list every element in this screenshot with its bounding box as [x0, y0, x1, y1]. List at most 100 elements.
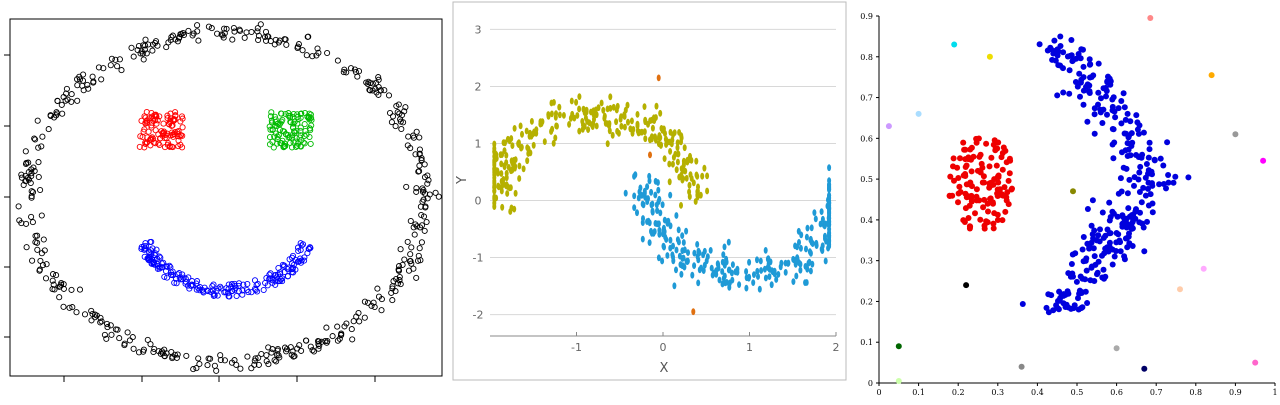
smiley-point: [217, 356, 224, 364]
clusters-blue-point: [1099, 252, 1105, 259]
clusters-blue-point: [1091, 227, 1098, 234]
smiley-point: [38, 250, 45, 257]
moons-point: [827, 209, 832, 216]
clusters-red-point: [999, 150, 1006, 156]
smiley-point: [334, 337, 341, 344]
clusters-blue-point: [1080, 87, 1087, 94]
moons-point: [697, 249, 702, 257]
moons-point: [674, 166, 679, 174]
clusters-red-point: [962, 173, 969, 179]
smiley-point: [146, 254, 153, 261]
smiley-point: [408, 260, 415, 267]
smiley-points: [15, 21, 442, 374]
clusters-blue-point: [1111, 139, 1118, 146]
moons-point: [513, 189, 518, 197]
clusters-blue-point: [1142, 192, 1149, 199]
smiley-point: [265, 361, 272, 368]
moons-point: [751, 279, 756, 286]
moons-point: [647, 172, 652, 180]
smiley-point: [154, 262, 161, 269]
clusters-blue-point: [1100, 234, 1107, 241]
moons-point: [530, 130, 535, 138]
moons-point: [680, 255, 685, 262]
smiley-point: [185, 274, 192, 281]
smiley-point: [32, 239, 39, 246]
moons-point: [599, 99, 604, 107]
smiley-point: [73, 309, 80, 316]
clusters-blue-point: [1078, 76, 1085, 83]
clusters-red-point: [999, 166, 1006, 173]
moons-point: [524, 127, 529, 135]
smiley-point: [60, 281, 67, 288]
clusters-blue-point: [1145, 185, 1151, 192]
smiley-point: [389, 297, 396, 304]
smiley-point: [195, 37, 202, 44]
smiley-point: [255, 36, 262, 44]
moons-point: [601, 106, 606, 114]
smiley-point: [162, 268, 170, 275]
moons-point: [708, 247, 713, 254]
clusters-red-point: [966, 223, 973, 230]
clusters-x-tick-label: 1: [1272, 388, 1277, 397]
moons-point: [705, 172, 710, 180]
moons-point: [807, 248, 812, 256]
clusters-blue-point: [1079, 304, 1086, 311]
smiley-point: [272, 278, 279, 285]
clusters-red-point: [993, 162, 1000, 169]
clusters-blue-point: [1100, 266, 1107, 273]
smiley-point: [156, 113, 163, 120]
smiley-point: [414, 257, 422, 264]
clusters-blue-point: [1094, 269, 1101, 276]
smiley-point: [251, 277, 259, 284]
moons-point: [615, 127, 620, 135]
clusters-red-point: [990, 225, 997, 232]
clusters-blue-point: [1109, 107, 1116, 114]
moons-point: [517, 162, 522, 170]
moons-point: [755, 256, 759, 264]
moons-point: [752, 271, 756, 278]
clusters-blue-point: [1131, 182, 1137, 189]
clusters-blue-point: [1089, 197, 1096, 204]
smiley-point: [241, 34, 248, 41]
smiley-point: [237, 365, 244, 372]
smiley-point: [297, 124, 304, 131]
clusters-blue-point: [1165, 172, 1172, 178]
smiley-point: [402, 104, 409, 111]
moons-point: [681, 239, 686, 246]
clusters-blue-point: [1147, 191, 1154, 198]
smiley-point: [174, 351, 181, 358]
smiley-point: [66, 304, 73, 311]
moons-point: [684, 258, 689, 265]
smiley-point: [165, 39, 172, 46]
clusters-red-point: [988, 154, 995, 161]
moons-point: [503, 139, 507, 147]
smiley-point: [274, 347, 281, 354]
moons-point: [660, 201, 665, 209]
clusters-blue-point: [1123, 165, 1130, 172]
smiley-point: [290, 110, 297, 118]
smiley-point: [219, 32, 226, 39]
smiley-point: [329, 333, 336, 340]
moons-point: [500, 203, 505, 211]
smiley-point: [213, 367, 220, 374]
smiley-point: [81, 311, 89, 318]
clusters-red-point: [1002, 208, 1009, 215]
clusters-red-point: [962, 205, 969, 212]
clusters-noise-point: [1070, 188, 1076, 195]
smiley-point: [180, 29, 187, 37]
clusters-blue-point: [1095, 89, 1102, 96]
moons-outlier-point: [691, 308, 696, 316]
smiley-point: [237, 27, 244, 34]
moons-point: [804, 233, 809, 241]
moons-point: [492, 165, 497, 173]
smiley-point: [417, 257, 424, 264]
moons-point: [623, 189, 628, 197]
smiley-point: [310, 348, 318, 355]
smiley-point: [254, 25, 261, 32]
clusters-blue-point: [1122, 116, 1129, 123]
moons-point: [827, 164, 832, 172]
moons-point: [805, 224, 810, 232]
smiley-point: [211, 362, 218, 369]
clusters-blue-point: [1057, 33, 1064, 40]
smiley-point: [375, 293, 383, 300]
